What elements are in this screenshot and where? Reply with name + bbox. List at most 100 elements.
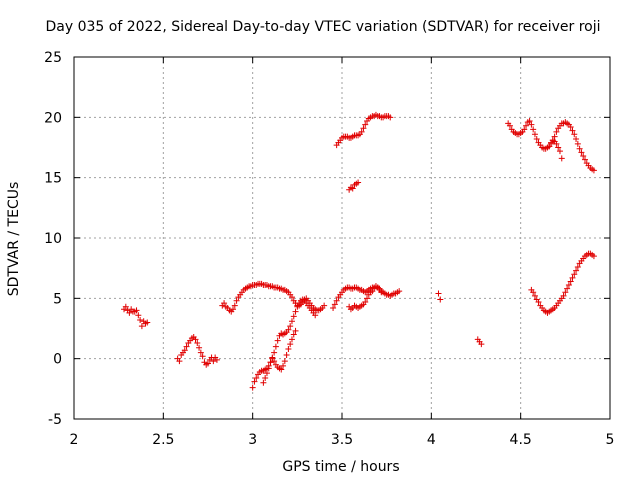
data-point bbox=[138, 323, 145, 330]
data-point bbox=[331, 301, 338, 308]
grid-lines bbox=[74, 57, 610, 419]
data-point bbox=[590, 167, 597, 174]
axis-ticks: 2 2.5 3 3.5 4 4.5 5 -5 0 5 10 15 20 25 bbox=[44, 50, 614, 448]
data-point bbox=[530, 289, 537, 296]
data-point bbox=[546, 143, 553, 150]
data-point bbox=[312, 312, 319, 319]
data-point bbox=[181, 347, 188, 354]
data-point bbox=[249, 384, 256, 391]
series-s2 bbox=[174, 333, 220, 368]
data-point bbox=[530, 126, 537, 133]
y-axis-label: SDTVAR / TECUs bbox=[6, 182, 22, 297]
data-point bbox=[578, 149, 585, 156]
series-s8 bbox=[333, 111, 394, 149]
data-point bbox=[253, 374, 260, 381]
data-point bbox=[569, 274, 576, 281]
data-point bbox=[274, 337, 281, 344]
data-point bbox=[199, 353, 206, 360]
x-tick-label: 3.5 bbox=[331, 432, 353, 448]
data-point bbox=[435, 290, 442, 297]
data-point bbox=[287, 341, 294, 348]
x-axis-label: GPS time / hours bbox=[282, 459, 399, 475]
data-point bbox=[560, 292, 567, 299]
data-point bbox=[564, 285, 571, 292]
data-point bbox=[196, 344, 203, 351]
data-point bbox=[230, 306, 237, 313]
data-points bbox=[121, 111, 597, 391]
data-point bbox=[260, 379, 267, 386]
data-point bbox=[360, 125, 367, 132]
series-s1 bbox=[121, 303, 151, 330]
series-s11 bbox=[474, 336, 485, 348]
data-point bbox=[122, 303, 129, 310]
data-point bbox=[526, 117, 533, 124]
series-s9 bbox=[346, 179, 362, 193]
data-point bbox=[571, 131, 578, 138]
data-point bbox=[283, 352, 290, 359]
data-point bbox=[271, 358, 278, 365]
data-point bbox=[362, 298, 369, 305]
data-point bbox=[478, 341, 485, 348]
series-s12 bbox=[505, 117, 597, 174]
data-point bbox=[531, 131, 538, 138]
data-point bbox=[556, 148, 563, 155]
data-point bbox=[571, 271, 578, 278]
y-tick-label: -5 bbox=[48, 412, 62, 428]
data-point bbox=[285, 346, 292, 353]
data-point bbox=[321, 302, 328, 309]
series-s10 bbox=[435, 290, 444, 303]
data-point bbox=[221, 300, 228, 307]
data-point bbox=[523, 122, 530, 129]
data-point bbox=[288, 336, 295, 343]
data-point bbox=[265, 365, 272, 372]
data-point bbox=[558, 155, 565, 162]
data-point bbox=[528, 121, 535, 128]
y-tick-label: 25 bbox=[44, 50, 62, 66]
y-tick-label: 10 bbox=[44, 231, 62, 247]
data-point bbox=[535, 298, 542, 305]
series-s7 bbox=[346, 283, 385, 313]
series-s5 bbox=[260, 327, 299, 386]
data-point bbox=[210, 358, 217, 365]
data-point bbox=[271, 349, 278, 356]
data-point bbox=[573, 136, 580, 143]
y-tick-label: 15 bbox=[44, 171, 62, 187]
data-point bbox=[569, 127, 576, 134]
x-tick-label: 3 bbox=[248, 432, 257, 448]
data-point bbox=[126, 309, 133, 316]
data-point bbox=[574, 263, 581, 270]
data-point bbox=[378, 289, 385, 296]
data-point bbox=[133, 307, 140, 314]
data-point bbox=[233, 297, 240, 304]
data-point bbox=[553, 128, 560, 135]
data-point bbox=[183, 343, 190, 350]
data-point bbox=[573, 267, 580, 274]
series-s4 bbox=[249, 296, 319, 391]
data-point bbox=[358, 128, 365, 135]
data-point bbox=[355, 179, 362, 186]
data-point bbox=[267, 359, 274, 366]
data-point bbox=[437, 296, 444, 303]
data-point bbox=[294, 303, 301, 310]
data-point bbox=[567, 123, 574, 130]
data-point bbox=[135, 312, 142, 319]
data-point bbox=[590, 253, 597, 260]
x-tick-label: 2 bbox=[70, 432, 79, 448]
series-s14 bbox=[528, 250, 597, 316]
data-point bbox=[144, 319, 151, 326]
data-point bbox=[290, 313, 297, 320]
data-point bbox=[287, 323, 294, 330]
x-tick-label: 2.5 bbox=[152, 432, 174, 448]
x-tick-label: 4 bbox=[427, 432, 436, 448]
data-point bbox=[194, 339, 201, 346]
data-point bbox=[330, 304, 337, 311]
data-point bbox=[197, 349, 204, 356]
data-point bbox=[555, 144, 562, 151]
data-point bbox=[205, 360, 211, 367]
data-point bbox=[288, 294, 295, 301]
data-point bbox=[349, 185, 356, 192]
data-point bbox=[262, 374, 269, 381]
data-point bbox=[251, 378, 258, 385]
